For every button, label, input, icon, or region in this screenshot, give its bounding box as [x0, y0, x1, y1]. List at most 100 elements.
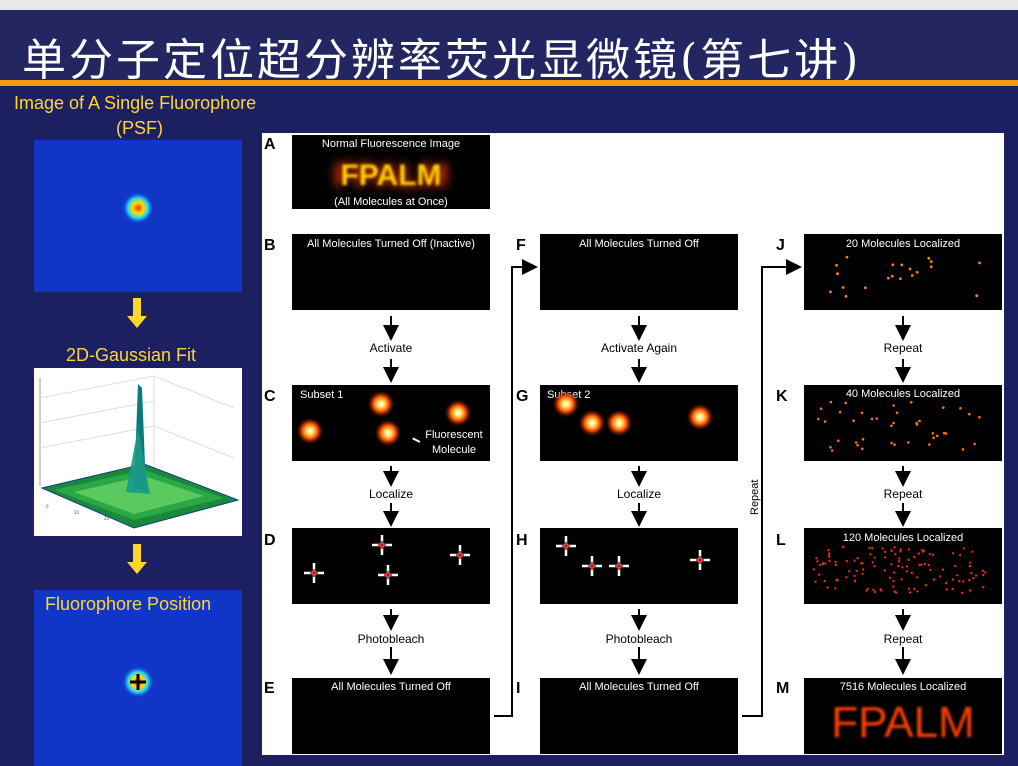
- localized-dot: [939, 575, 942, 578]
- localized-dot: [893, 443, 896, 446]
- localized-dot: [928, 443, 931, 446]
- localized-dot: [898, 557, 901, 560]
- panel-m-caption: 7516 Molecules Localized: [840, 681, 967, 693]
- localized-dot: [829, 446, 832, 449]
- localized-dot: [894, 553, 897, 556]
- localized-dot: [907, 548, 911, 551]
- localized-dot: [896, 564, 900, 568]
- localized-dot: [917, 552, 920, 555]
- localized-dot: [892, 579, 895, 583]
- molecule-c4: [444, 399, 472, 427]
- localized-dot: [861, 447, 864, 451]
- localized-dot: [916, 576, 919, 579]
- localized-dot: [892, 421, 895, 425]
- localized-dot: [828, 559, 831, 563]
- localized-dot: [873, 556, 876, 559]
- localized-dot: [900, 263, 904, 267]
- panel-l-caption: 120 Molecules Localized: [843, 532, 963, 544]
- molecule-note-1: Fluorescent: [425, 429, 482, 441]
- localized-dot: [899, 277, 902, 280]
- localized-dot: [971, 550, 974, 553]
- localized-dot: [968, 579, 971, 582]
- molecule-g1: [552, 390, 580, 418]
- localized-dot: [907, 587, 911, 590]
- localized-dot: [884, 556, 887, 559]
- localized-dot: [826, 586, 829, 589]
- panel-i: [540, 678, 738, 754]
- localized-dot: [868, 546, 871, 550]
- localized-dot: [819, 563, 822, 567]
- localized-dot: [836, 578, 839, 581]
- localized-dot: [910, 400, 913, 404]
- localized-dot: [915, 423, 919, 426]
- title-bar: 单分子定位超分辨率荧光显微镜(第七讲): [0, 10, 1018, 86]
- localized-dot: [853, 559, 856, 562]
- localized-dot: [856, 443, 859, 447]
- localized-dot: [881, 547, 884, 550]
- panel-letter-f: F: [516, 237, 526, 254]
- localized-dot: [892, 404, 895, 407]
- fit-label: 2D-Gaussian Fit: [66, 345, 197, 365]
- localized-dot: [978, 261, 981, 265]
- localized-dot: [815, 557, 818, 560]
- panel-b-caption: All Molecules Turned Off (Inactive): [307, 238, 475, 250]
- loop-connector-1: [494, 259, 538, 717]
- panel-letter-l: L: [776, 532, 786, 549]
- localized-dot: [924, 584, 927, 587]
- localized-dot: [929, 265, 933, 269]
- localized-dot: [848, 570, 851, 573]
- localized-dot: [923, 562, 927, 566]
- localized-dot: [845, 576, 848, 579]
- localized-dot: [951, 587, 954, 591]
- localized-dot: [856, 557, 859, 560]
- localized-dot: [835, 263, 838, 267]
- localized-dot: [818, 573, 821, 576]
- panel-j: [804, 234, 1002, 310]
- localized-dot: [969, 561, 972, 564]
- localized-dot: [875, 417, 879, 420]
- localized-dot: [960, 591, 964, 594]
- localized-dot: [823, 579, 826, 583]
- localized-dot: [954, 564, 957, 568]
- localized-dot: [873, 590, 877, 594]
- panel-letter-e: E: [264, 680, 275, 697]
- panel-a-glow: FPALM: [334, 157, 449, 195]
- localized-dot: [944, 581, 948, 585]
- localized-dot: [899, 550, 902, 553]
- localized-dot: [837, 439, 840, 443]
- slide-title: 单分子定位超分辨率荧光显微镜(第七讲): [22, 35, 862, 86]
- localized-dot: [855, 569, 858, 573]
- localized-dot: [890, 549, 893, 553]
- localized-dot: [895, 591, 898, 594]
- localized-dot: [829, 290, 832, 294]
- localized-dot: [812, 568, 816, 571]
- localized-dot: [951, 578, 955, 581]
- localized-dot: [962, 547, 965, 550]
- psf-label-sub: (PSF): [116, 118, 163, 138]
- localized-dot: [929, 568, 932, 572]
- panel-k-caption: 40 Molecules Localized: [846, 388, 960, 400]
- localized-dot: [913, 587, 916, 591]
- localized-dot: [931, 553, 935, 556]
- localized-dot: [870, 417, 874, 421]
- localized-dot: [907, 558, 910, 561]
- panel-a-caption-bottom: (All Molecules at Once): [334, 196, 448, 208]
- panel-c-caption: Subset 1: [300, 389, 343, 401]
- localized-dot: [844, 295, 848, 298]
- localized-dot: [890, 424, 893, 428]
- localized-dot: [828, 555, 831, 558]
- panel-letter-k: K: [776, 388, 788, 405]
- localized-dot: [900, 578, 903, 581]
- localized-dot: [834, 587, 837, 590]
- localized-dot: [928, 552, 932, 556]
- localized-dot: [842, 545, 845, 549]
- localized-dot: [871, 547, 874, 550]
- localized-dot: [816, 560, 819, 563]
- localized-dot: [827, 548, 830, 552]
- down-arrow-2-head: [127, 562, 147, 574]
- localized-dot: [853, 579, 857, 583]
- fpalm-figure: A B C D E F G H I J K L M FPALM FPALM No…: [262, 133, 1004, 755]
- localized-dot: [958, 554, 962, 557]
- localized-dot: [869, 553, 872, 556]
- localized-dot: [897, 560, 901, 563]
